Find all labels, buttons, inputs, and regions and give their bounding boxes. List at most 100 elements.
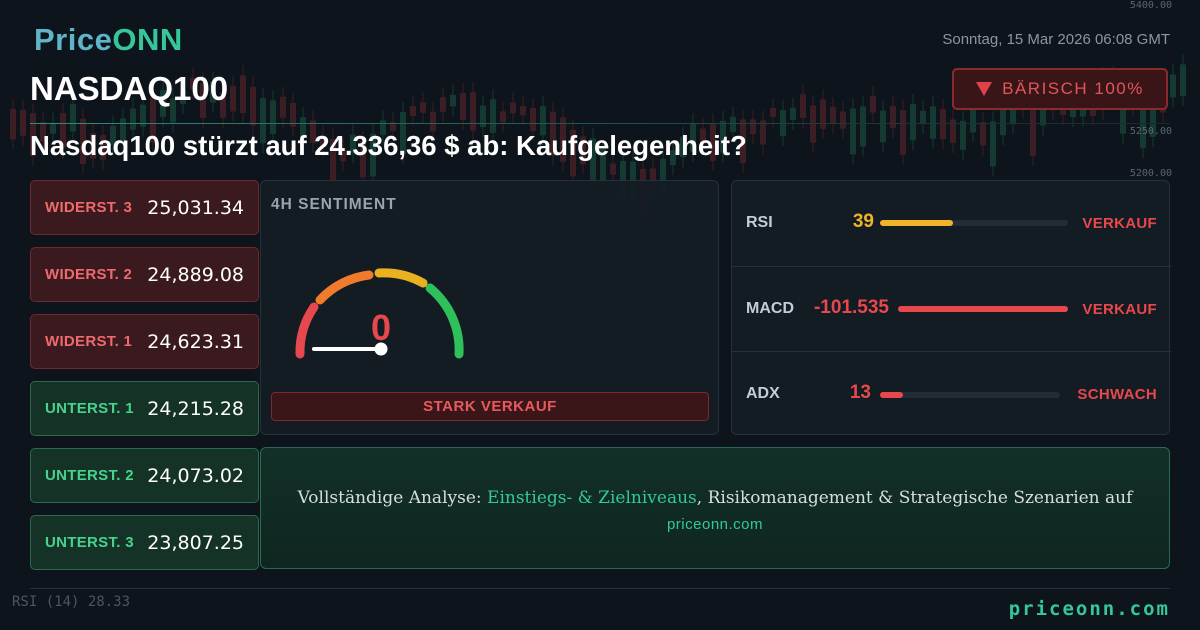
bg-candle-body [220,92,226,118]
bg-candle-body [380,120,386,136]
support-2-row: UNTERST. 2 24,073.02 [30,448,259,503]
bg-candle-body [90,132,96,159]
bg-candle-body [250,86,256,126]
bg-candle-body [660,158,666,194]
bg-candle-body [760,120,766,145]
gauge-segment-yellow [374,268,428,288]
bg-candle-body [730,116,736,132]
indicator-bar-fill [898,306,1068,312]
bg-candle-body [350,134,356,154]
bg-candle-body [990,121,996,167]
cta-link[interactable]: priceonn.com [666,516,764,533]
indicator-signal: VERKAUF [1082,215,1157,232]
bg-candle-body [50,122,56,134]
level-value: 23,807.25 [147,531,244,554]
analysis-cta[interactable]: Vollständige Analyse: Einstiegs- & Zieln… [260,447,1170,569]
indicator-row-adx: ADX 13 SCHWACH [732,351,1171,437]
footer-brand-link[interactable]: priceonn.com [1008,598,1170,620]
bg-candle-body [650,168,656,192]
gauge-pivot [374,342,388,356]
bg-candle-body [170,98,176,123]
bg-candle-body [490,99,496,133]
sentiment-panel: 4H SENTIMENT 0 STARK VERKAUF [260,180,719,435]
bg-candle-body [1170,74,1176,98]
level-label: UNTERST. 3 [45,534,134,551]
bg-candle-body [330,138,336,182]
indicator-value: -101.535 [813,297,889,318]
cta-text: Vollständige Analyse: Einstiegs- & Zieln… [261,488,1169,508]
level-label: WIDERST. 1 [45,333,133,350]
bg-candle-body [210,81,216,103]
bg-candle-body [150,97,156,143]
symbol-title: NASDAQ100 [30,70,229,107]
bg-candle-body [190,77,196,90]
indicator-row-rsi: RSI 39 VERKAUF [732,181,1171,266]
bg-candle-body [240,75,246,114]
bg-candle-body [920,110,926,125]
bg-candle-body [590,138,596,183]
bg-candle-body [420,102,426,113]
bearish-badge: BÄRISCH 100% [952,68,1168,110]
bg-candle-body [320,135,326,148]
timestamp: Sonntag, 15 Mar 2026 06:08 GMT [942,31,1170,48]
bg-candle-body [610,163,616,175]
bg-candle-body [1010,102,1016,125]
bg-candle-body [820,99,826,129]
bg-candle-body [790,107,796,120]
bg-candle-body [300,117,306,136]
headline: Nasdaq100 stürzt auf 24.336,36 $ ab: Kau… [30,130,747,161]
sentiment-title: 4H SENTIMENT [271,196,397,213]
bg-candle-body [800,94,806,118]
bg-candle-body [1150,92,1156,137]
bg-candle-body [570,129,576,177]
bg-candle-body [310,120,316,143]
indicator-bar [898,306,1068,312]
indicator-signal: VERKAUF [1082,301,1157,318]
cta-suffix: , Risikomanagement & Strategische Szenar… [696,488,1133,508]
support-1-row: UNTERST. 1 24,215.28 [30,381,259,436]
bg-candle-body [360,141,366,178]
support-3-row: UNTERST. 3 23,807.25 [30,515,259,570]
bg-candle-body [670,150,676,166]
bg-candle-body [470,92,476,131]
levels-list: WIDERST. 3 25,031.34 WIDERST. 2 24,889.0… [30,180,259,582]
gauge-value: 0 [371,307,391,348]
resistance-1-row: WIDERST. 1 24,623.31 [30,314,259,369]
bg-candle-body [710,123,716,161]
bg-candle-body [950,119,956,144]
indicator-name: ADX [746,385,780,402]
bg-candle-body [980,122,986,146]
bg-candle-body [230,85,236,112]
resistance-3-row: WIDERST. 3 25,031.34 [30,180,259,235]
level-label: UNTERST. 1 [45,400,134,417]
bg-candle-body [830,106,836,125]
bg-candle-body [550,111,556,156]
indicator-bar-fill [880,392,904,398]
brand-logo[interactable]: PriceONN [34,22,183,58]
bg-candle-body [740,119,746,164]
level-label: WIDERST. 2 [45,266,133,283]
bg-candle-body [510,102,516,114]
bg-candle-body [160,90,166,117]
indicator-name: RSI [746,214,773,231]
indicator-bar-fill [880,220,954,226]
bg-candle-body [180,90,186,105]
bg-candle-body [120,118,126,145]
header-divider [30,123,1170,124]
bg-candle-body [200,82,206,119]
bg-candle-body [440,97,446,112]
bg-candle-body [30,113,36,157]
bg-candle-body [690,123,696,152]
bg-candle-body [100,135,106,160]
bg-candle-body [900,110,906,155]
badge-label: BÄRISCH 100% [1002,79,1144,98]
bg-candle-body [460,92,466,121]
bg-candle-body [450,94,456,107]
bg-candle-body [1140,106,1146,149]
bg-price-label: 5250.00 [1129,126,1172,137]
sentiment-gauge: 0 [295,268,464,359]
gauge-segment-red [295,302,319,359]
bg-candle-body [520,106,526,116]
cta-highlight-link[interactable]: Einstiegs- & Zielniveaus [487,488,697,508]
down-triangle-icon [976,82,993,96]
